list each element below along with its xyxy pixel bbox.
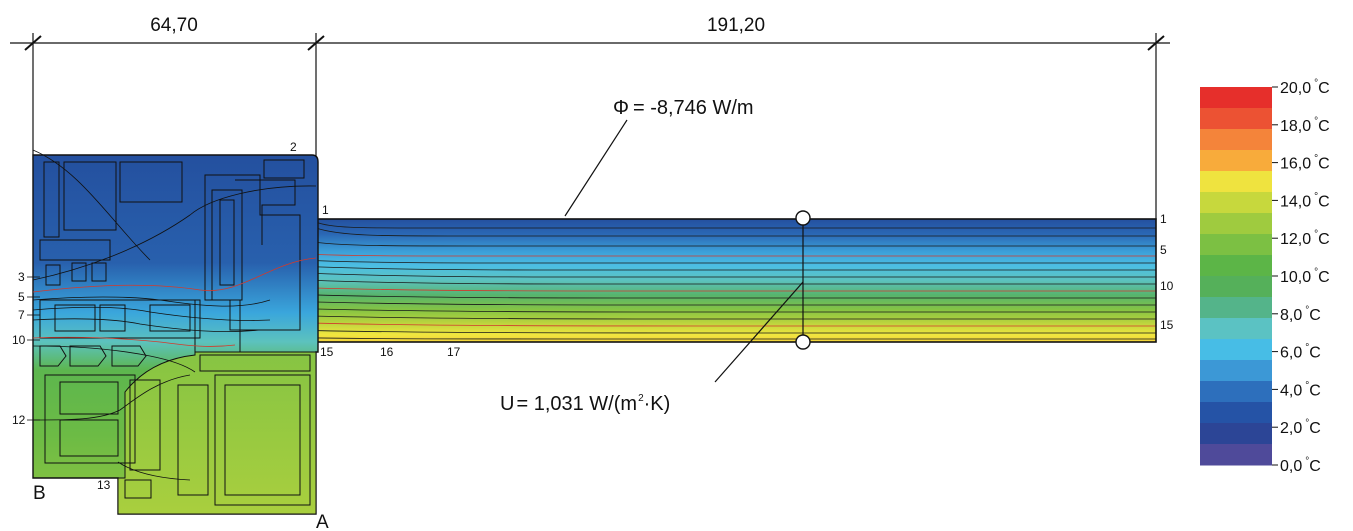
measurement-line bbox=[795, 210, 811, 350]
legend-color-band bbox=[1200, 381, 1272, 403]
legend-color-band bbox=[1200, 276, 1272, 298]
point-label-left: 10 bbox=[12, 333, 26, 347]
legend-color-band bbox=[1200, 171, 1272, 193]
point-label-left: 12 bbox=[12, 413, 26, 427]
point-label-bottom: 15 bbox=[320, 345, 334, 359]
legend-color-band bbox=[1200, 360, 1272, 382]
u-value-annotation: U = 1,031 W/(m2·K) bbox=[500, 393, 670, 415]
legend-color-band bbox=[1200, 150, 1272, 172]
section-label-b: B bbox=[33, 483, 46, 504]
legend-color-band bbox=[1200, 108, 1272, 130]
point-label-right: 1 bbox=[1160, 212, 1167, 226]
phi-annotation: Φ = -8,746 W/m bbox=[613, 97, 754, 119]
legend-tick-label: 16,0 °C bbox=[1280, 154, 1330, 173]
u-value-suffix: ·K) bbox=[644, 393, 671, 415]
profile-chambers bbox=[39, 159, 311, 506]
legend-tick-label: 12,0 °C bbox=[1280, 229, 1330, 248]
left-dimension-label: 64,70 bbox=[150, 15, 198, 36]
legend-color-band bbox=[1200, 213, 1272, 235]
legend-color-band bbox=[1200, 318, 1272, 340]
legend-color-band bbox=[1200, 129, 1272, 151]
legend-tick-label: 2,0 °C bbox=[1280, 418, 1321, 437]
legend-color-band bbox=[1200, 423, 1272, 445]
point-label-bottom: 13 bbox=[97, 478, 111, 492]
point-label-right: 15 bbox=[1160, 318, 1174, 332]
legend-color-band bbox=[1200, 87, 1272, 109]
u-letter: U bbox=[500, 393, 514, 415]
point-label-left: 3 bbox=[18, 270, 25, 284]
legend-tick-label: 6,0 °C bbox=[1280, 343, 1321, 362]
legend-color-band bbox=[1200, 192, 1272, 214]
phi-value: = -8,746 W/m bbox=[633, 97, 754, 119]
legend-tick-label: 0,0 °C bbox=[1280, 456, 1321, 475]
right-dimension-label: 191,20 bbox=[707, 15, 765, 36]
legend-color-band bbox=[1200, 339, 1272, 361]
legend-tick-label: 18,0 °C bbox=[1280, 116, 1330, 135]
point-label-top: 2 bbox=[290, 140, 297, 154]
point-label-top: 1 bbox=[322, 203, 329, 217]
point-label-left: 5 bbox=[18, 290, 25, 304]
point-label-bottom: 16 bbox=[380, 345, 394, 359]
phi-symbol: Φ bbox=[613, 97, 629, 119]
temperature-legend: 20,0 °C 18,0 °C 16,0 °C 14,0 °C 12,0 °C 10,0 °C 8,0 °… bbox=[1200, 78, 1330, 475]
point-label-bottom: 17 bbox=[447, 345, 461, 359]
legend-color-band bbox=[1200, 444, 1272, 466]
leader-lines bbox=[564, 119, 804, 383]
point-label-right: 10 bbox=[1160, 279, 1174, 293]
legend-tick-label: 4,0 °C bbox=[1280, 380, 1321, 399]
legend-tick-label: 20,0 °C bbox=[1280, 78, 1330, 97]
legend-tick-label: 8,0 °C bbox=[1280, 305, 1321, 324]
window-frame-section bbox=[32, 149, 319, 515]
wall-section bbox=[211, 218, 1157, 343]
legend-tick-label: 10,0 °C bbox=[1280, 267, 1330, 286]
frame-isotherms bbox=[32, 149, 317, 481]
u-value-exponent: 2 bbox=[638, 393, 644, 404]
point-label-right: 5 bbox=[1160, 243, 1167, 257]
legend-color-band bbox=[1200, 234, 1272, 256]
legend-color-band bbox=[1200, 402, 1272, 424]
point-label-left: 7 bbox=[18, 308, 25, 322]
legend-color-band bbox=[1200, 255, 1272, 277]
u-value-prefix: = 1,031 W/(m bbox=[516, 393, 637, 415]
legend-tick-label: 14,0 °C bbox=[1280, 191, 1330, 210]
section-label-a: A bbox=[316, 512, 329, 531]
left-ticks bbox=[27, 276, 40, 421]
dimension-lines bbox=[10, 33, 1170, 220]
legend-color-band bbox=[1200, 297, 1272, 319]
